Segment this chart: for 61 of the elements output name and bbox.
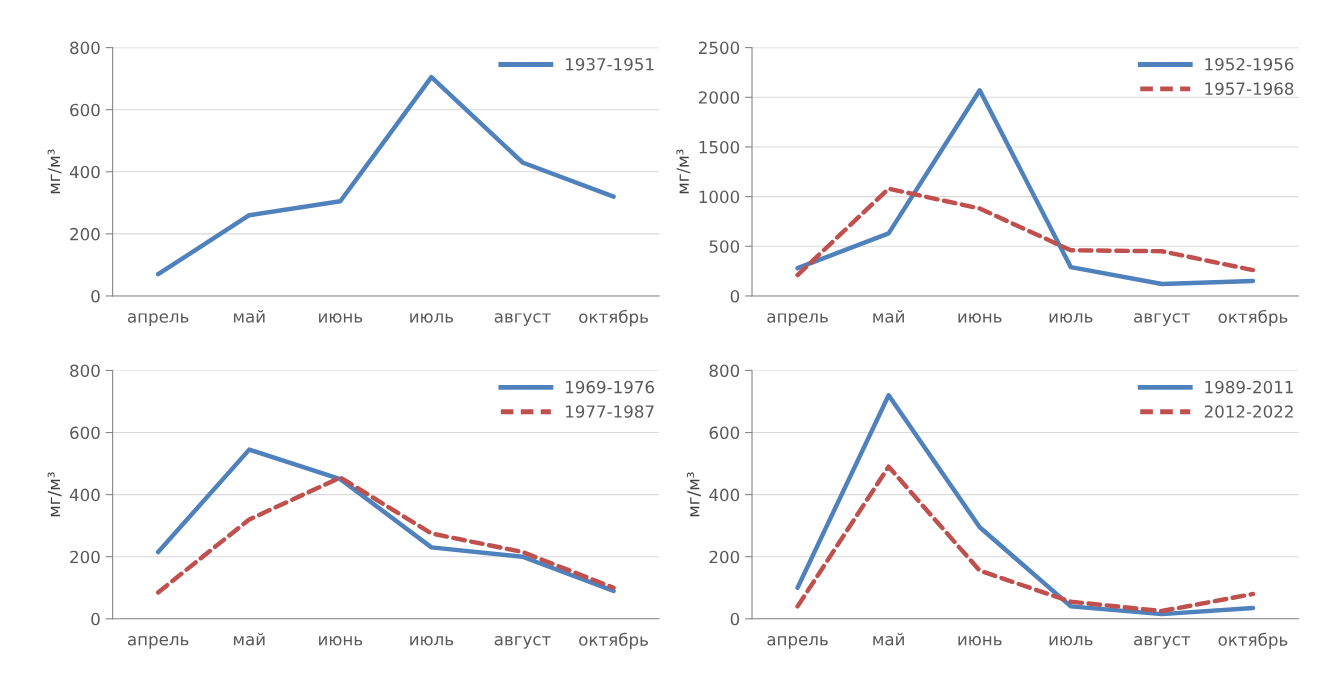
x-tick-label: июнь <box>319 313 363 323</box>
y-tick-label: 1500 <box>699 140 740 154</box>
y-tick-label: 800 <box>70 41 100 55</box>
x-tick-label: июль <box>1049 636 1093 646</box>
y-tick-label: 200 <box>70 227 100 241</box>
y-tick-label: 500 <box>709 240 740 253</box>
x-tick-label: октябрь <box>1218 632 1288 650</box>
y-tick-label: 0 <box>730 612 740 626</box>
legend-label: 1969-1976 <box>566 380 654 394</box>
y-tick-label: 600 <box>709 426 740 440</box>
legend-label: 1989-2011 <box>1205 380 1293 394</box>
y-tick-label: 2500 <box>699 41 740 55</box>
line-series <box>155 475 616 595</box>
y-axis-title: мг/м³ <box>47 149 62 194</box>
y-tick-label: 0 <box>91 612 100 626</box>
x-tick-label: октябрь <box>1218 309 1288 327</box>
y-axis-title: мг/м³ <box>47 472 62 517</box>
x-tick-label: июнь <box>958 636 1002 646</box>
y-tick-label: 0 <box>91 289 100 303</box>
x-tick-label: август <box>494 313 551 326</box>
y-axis-title: мг/м³ <box>687 472 701 517</box>
x-tick-label: октябрь <box>579 309 648 327</box>
y-tick-label: 400 <box>709 488 740 502</box>
x-tick-label: июль <box>410 636 454 646</box>
y-tick-label: 2000 <box>699 91 740 104</box>
x-tick-label: май <box>233 309 265 323</box>
x-tick-label: июнь <box>319 636 363 646</box>
y-tick-label: 0 <box>730 289 740 303</box>
x-tick-label: июль <box>410 313 454 323</box>
y-tick-label: 400 <box>69 165 100 179</box>
x-tick-label: май <box>233 632 265 646</box>
line-series <box>155 447 616 594</box>
x-tick-label: апрель <box>127 313 189 326</box>
legend-label: 1952-1956 <box>1205 57 1294 71</box>
x-tick-label: май <box>873 309 904 323</box>
legend-label: 1937-1951 <box>566 57 654 71</box>
x-tick-label: июль <box>1049 313 1093 323</box>
x-tick-label: октябрь <box>579 632 648 650</box>
legend-label: 1977-1987 <box>566 405 654 418</box>
y-tick-label: 800 <box>70 364 100 378</box>
x-tick-label: май <box>873 632 904 646</box>
x-tick-label: август <box>494 636 551 649</box>
y-tick-label: 200 <box>709 550 740 564</box>
legend-label: 1957-1968 <box>1205 82 1294 95</box>
y-tick-label: 800 <box>709 364 740 378</box>
y-axis-title: мг/м³ <box>676 149 691 194</box>
legend-label: 2012-2022 <box>1204 405 1293 418</box>
y-tick-label: 200 <box>70 550 100 564</box>
x-tick-label: июнь <box>958 313 1002 323</box>
line-series <box>795 464 1256 614</box>
x-tick-label: август <box>1134 636 1191 649</box>
x-tick-label: апрель <box>127 636 189 649</box>
x-tick-label: апрель <box>767 636 828 649</box>
y-tick-label: 400 <box>69 488 100 502</box>
x-tick-label: апрель <box>767 313 828 326</box>
y-tick-label: 600 <box>70 103 100 117</box>
line-series <box>155 74 616 277</box>
y-tick-label: 600 <box>70 426 100 440</box>
y-tick-label: 1000 <box>699 190 740 204</box>
line-series <box>795 186 1256 278</box>
x-tick-label: август <box>1134 313 1191 326</box>
